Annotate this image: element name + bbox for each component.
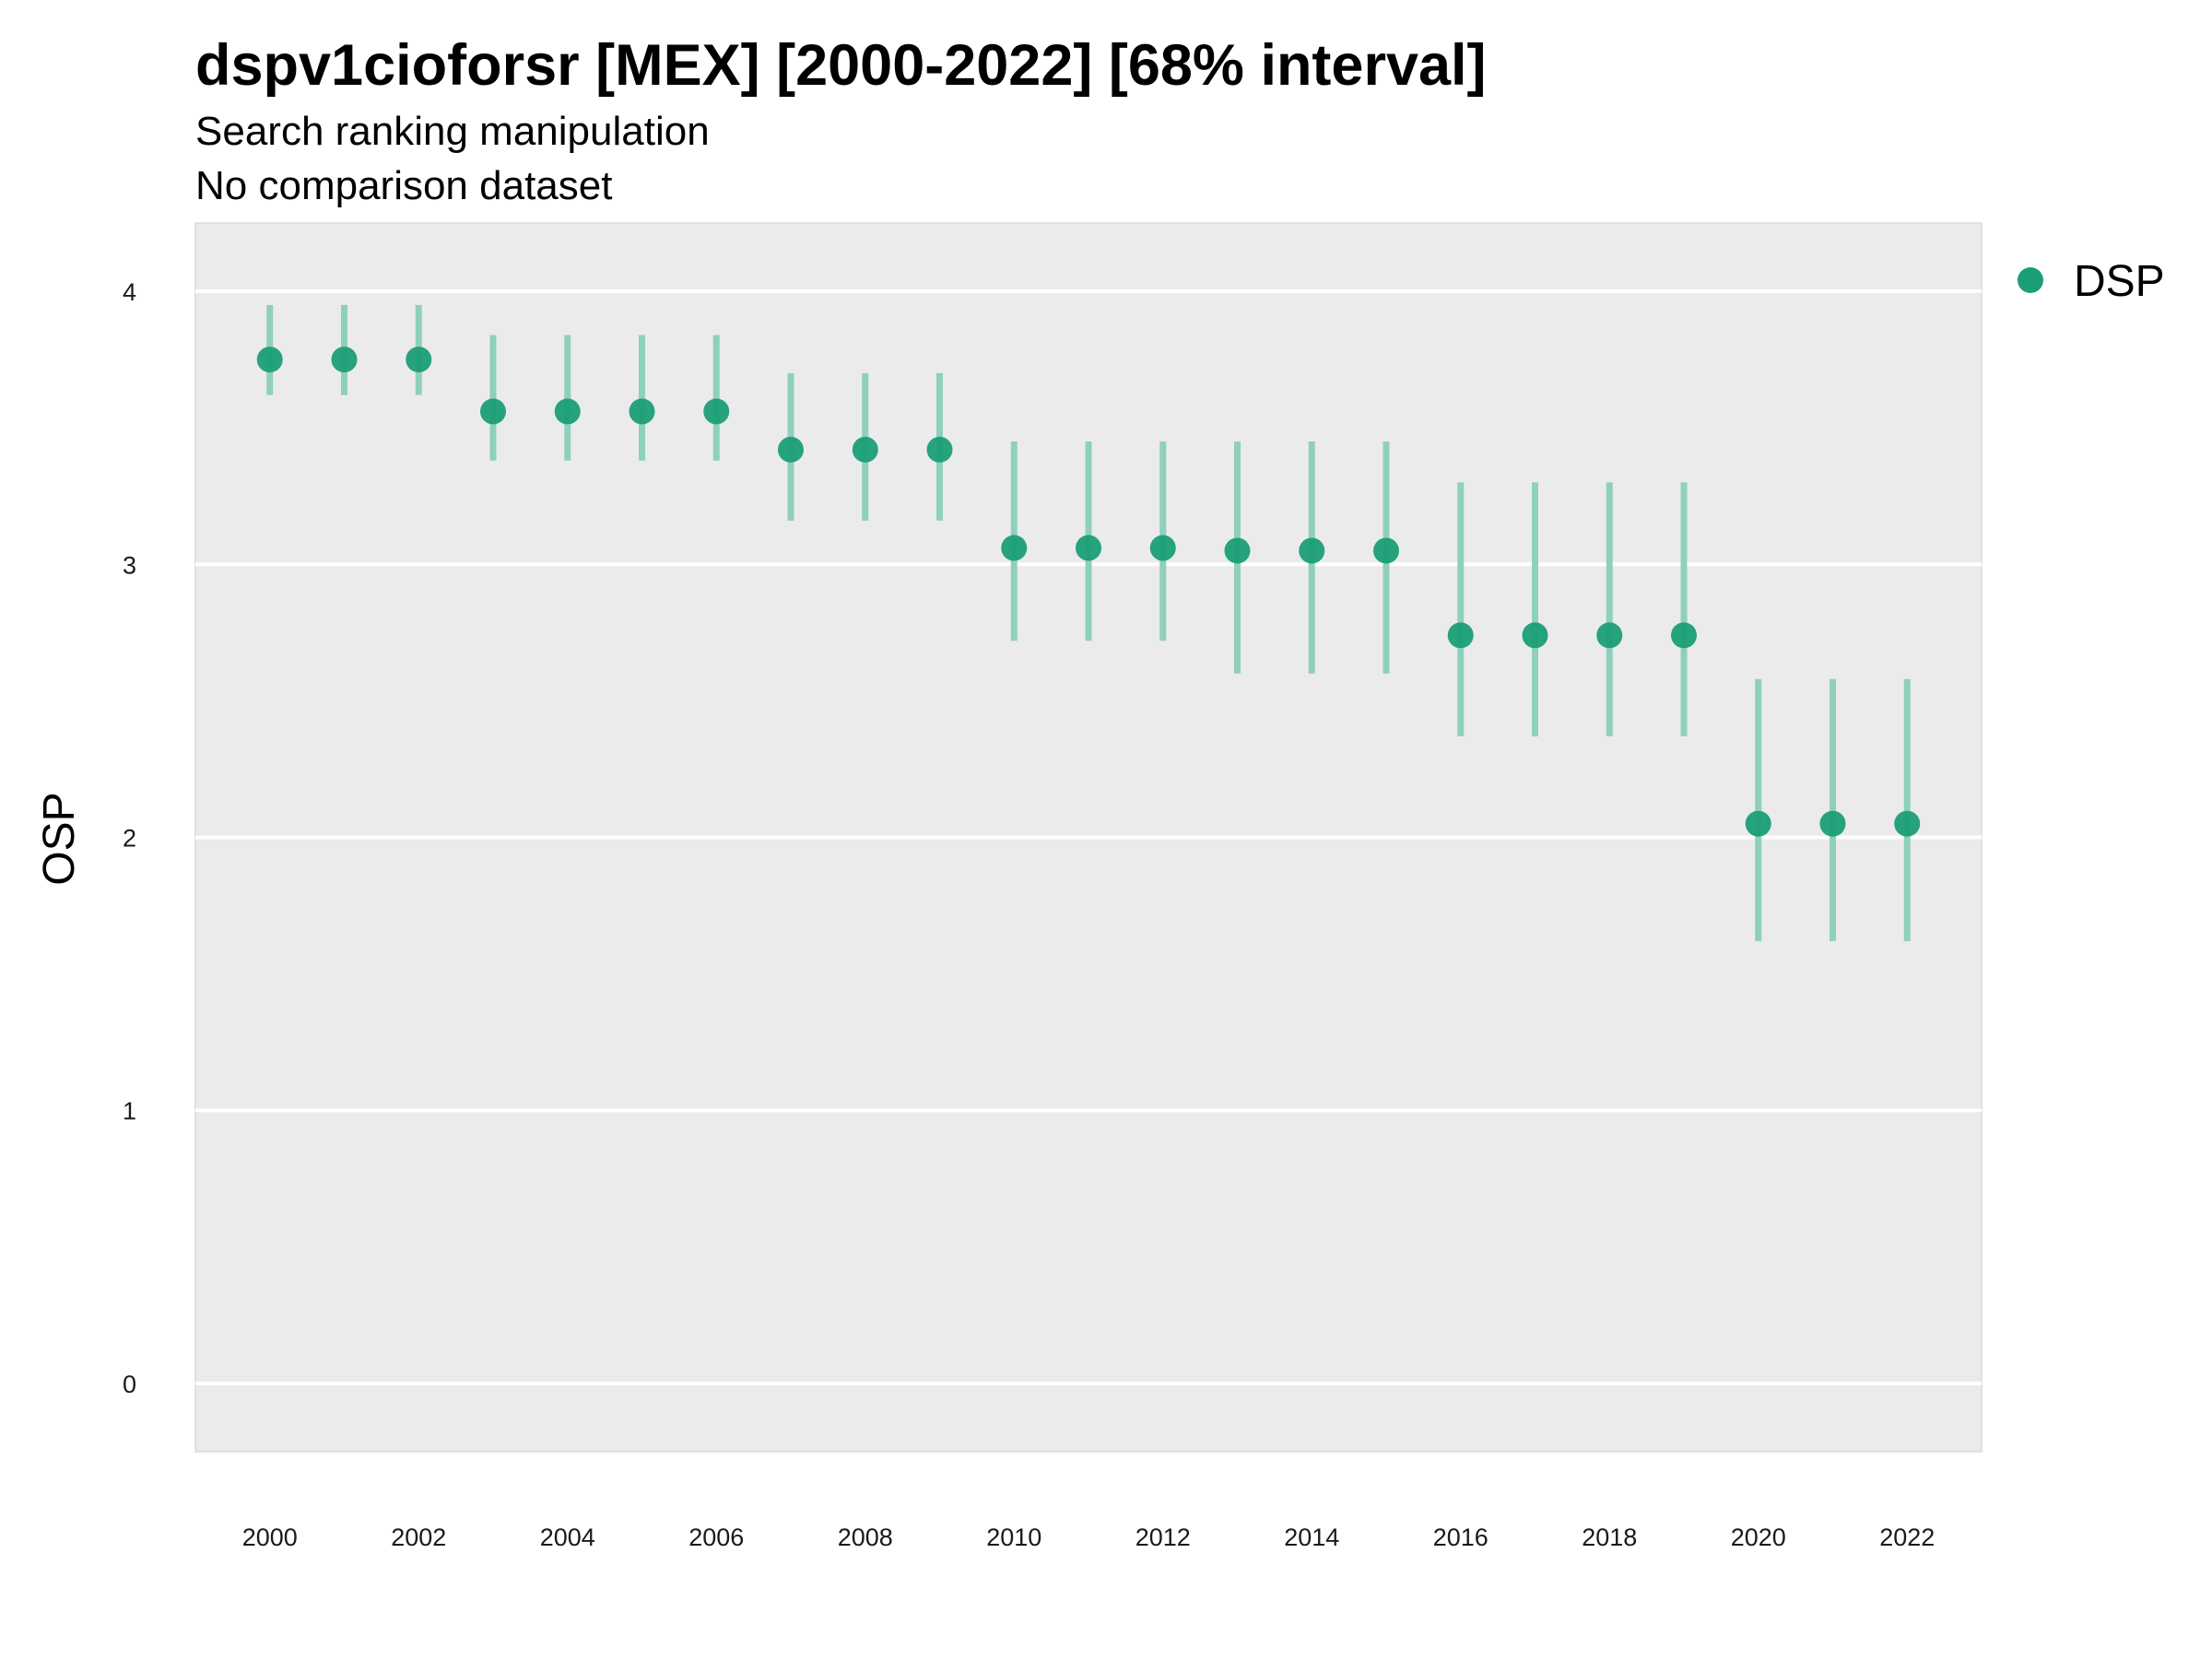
data-point	[926, 436, 953, 463]
data-point	[703, 398, 730, 425]
data-point	[1522, 622, 1548, 649]
y-tick-label: 2	[123, 825, 136, 853]
x-tick-label: 2004	[540, 1524, 595, 1551]
data-point	[256, 347, 283, 373]
y-tick-label: 3	[123, 551, 136, 579]
chart-caption: No comparison dataset	[195, 163, 612, 208]
data-point	[778, 436, 804, 463]
x-tick-label: 2008	[838, 1524, 893, 1551]
x-tick-label: 2020	[1731, 1524, 1786, 1551]
data-point	[331, 347, 358, 373]
x-tick-label: 2000	[242, 1524, 298, 1551]
x-tick-label: 2014	[1284, 1524, 1339, 1551]
y-tick-label: 4	[123, 278, 136, 306]
data-point	[406, 347, 432, 373]
data-point	[1894, 810, 1921, 837]
data-point	[1447, 622, 1474, 649]
data-point	[1149, 535, 1176, 561]
x-tick-label: 2010	[986, 1524, 1041, 1551]
x-tick-labels: 2000 2002 2004 2006 2008 2010 2012 2014 2016 2018…	[242, 1524, 1936, 1551]
y-tick-labels: 0 1 2 3 4	[123, 278, 136, 1398]
x-tick-label: 2012	[1135, 1524, 1191, 1551]
x-tick-label: 2022	[1879, 1524, 1935, 1551]
x-tick-label: 2016	[1433, 1524, 1488, 1551]
data-point	[629, 398, 655, 425]
data-point	[1299, 537, 1325, 564]
x-tick-label: 2002	[391, 1524, 446, 1551]
chart-subtitle: Search ranking manipulation	[195, 109, 710, 154]
legend: DSP	[2018, 257, 2165, 306]
data-points	[256, 347, 1921, 837]
data-point	[1819, 810, 1846, 837]
data-point	[1745, 810, 1771, 837]
data-point	[852, 436, 878, 463]
y-axis-label: OSP	[35, 792, 84, 885]
data-point	[1373, 537, 1399, 564]
grid-lines	[195, 289, 1982, 1385]
data-point	[480, 398, 506, 425]
y-tick-label: 1	[123, 1098, 136, 1125]
data-point	[1001, 535, 1028, 561]
y-tick-label: 0	[123, 1371, 136, 1398]
data-point	[554, 398, 581, 425]
x-tick-label: 2006	[688, 1524, 744, 1551]
data-point	[1076, 535, 1101, 561]
legend-label-dsp: DSP	[2074, 257, 2165, 306]
data-point	[1671, 622, 1697, 649]
legend-swatch-dsp	[2018, 267, 2043, 293]
data-point	[1224, 537, 1251, 564]
x-tick-label: 2018	[1582, 1524, 1637, 1551]
chart-title: dspv1cioforsr [MEX] [2000-2022] [68% int…	[195, 33, 1487, 98]
data-point	[1596, 622, 1623, 649]
